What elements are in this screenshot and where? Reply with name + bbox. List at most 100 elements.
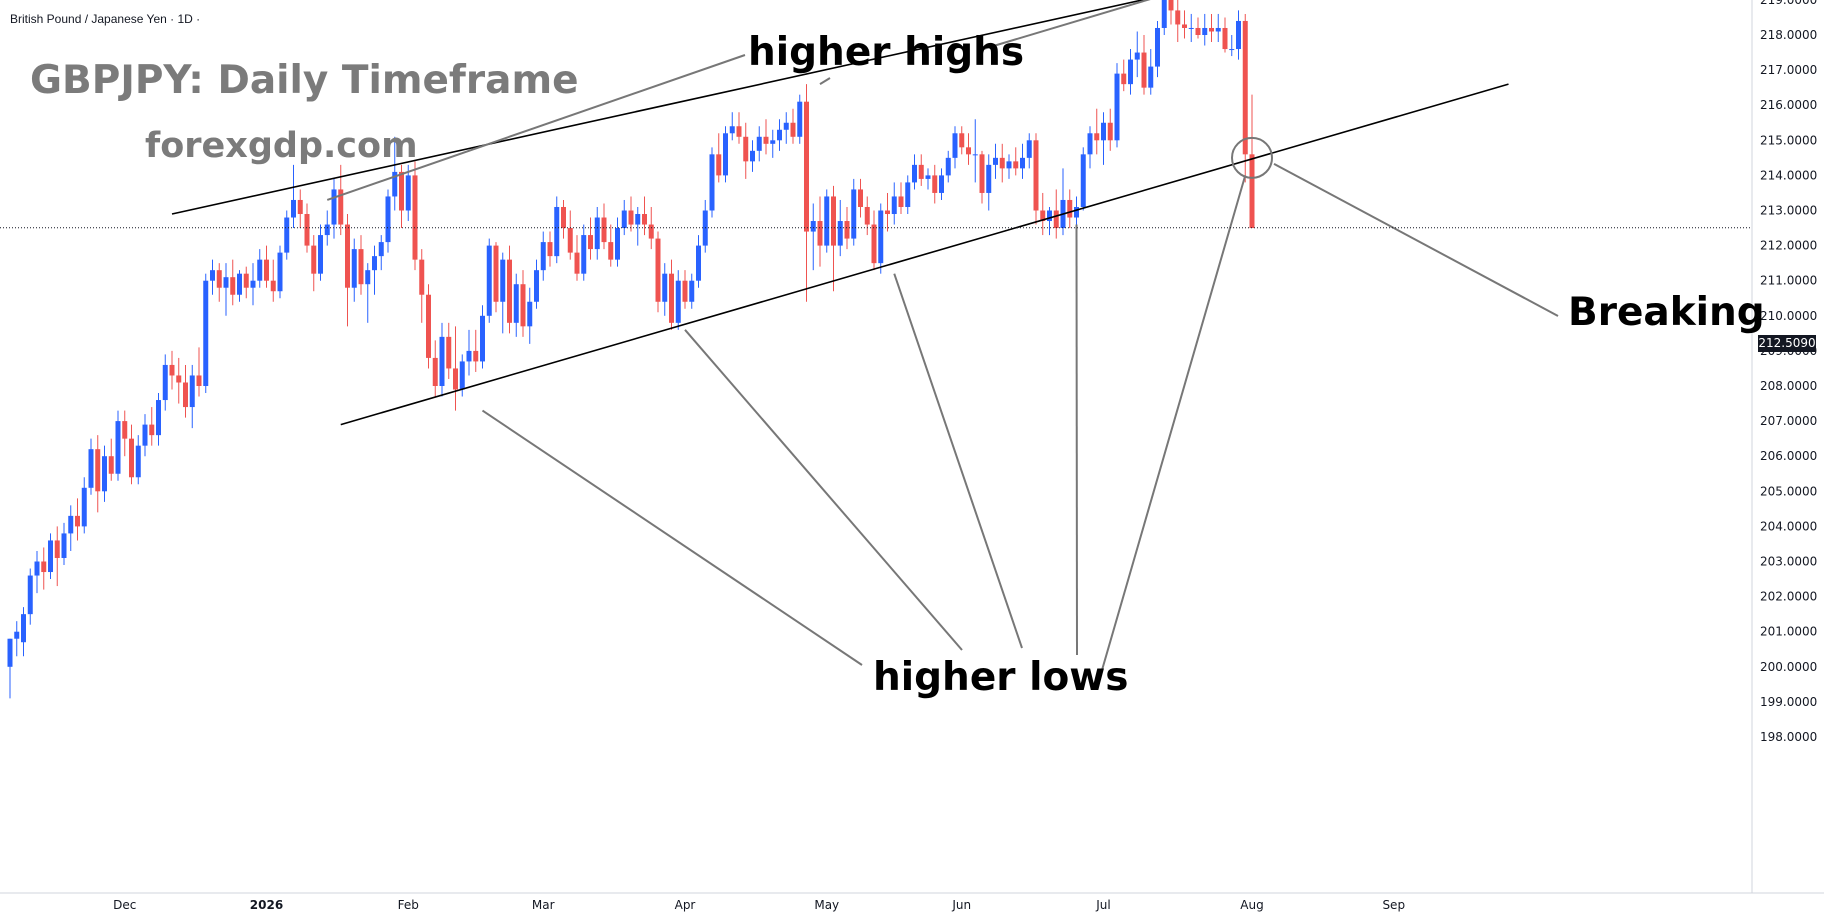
candle [547, 231, 553, 267]
candle [507, 245, 512, 334]
candles-layer [7, 0, 1255, 699]
candle-body [567, 228, 573, 253]
candle-body [999, 157, 1005, 169]
candle-body [500, 259, 506, 302]
candle-body [635, 214, 641, 225]
candle [729, 112, 735, 141]
candle [696, 235, 701, 288]
candle-body [318, 235, 323, 274]
candle-body [898, 196, 904, 207]
channel-layer [171, 0, 1509, 426]
candle [567, 210, 573, 260]
candle-body [959, 133, 965, 148]
candle-body [851, 189, 857, 239]
candle [48, 533, 53, 580]
candle [662, 263, 668, 316]
candle-body [21, 614, 26, 643]
candle-body [628, 210, 634, 225]
candle-body [682, 280, 688, 302]
candle-body [230, 277, 236, 295]
candle-body [1114, 73, 1120, 141]
candle [250, 263, 256, 306]
time-tick-label: Sep [1382, 898, 1405, 912]
candle-body [412, 175, 418, 260]
candle-body [88, 449, 94, 488]
candle-body [1134, 52, 1140, 60]
higher-low-connector [684, 329, 963, 651]
candle-body [270, 280, 276, 292]
candle-body [770, 140, 776, 144]
candle-body [324, 224, 330, 236]
candle-body [1168, 0, 1174, 11]
candle [756, 126, 762, 162]
candle [885, 192, 890, 232]
candle-body [1155, 27, 1160, 67]
price-tick-label: 213.0000 [1760, 204, 1817, 218]
candle-body [783, 122, 789, 130]
candle [1040, 192, 1046, 236]
candle-body [459, 361, 465, 390]
candle [689, 273, 695, 309]
candle [581, 224, 587, 281]
candle-body [210, 270, 215, 281]
candle [1107, 108, 1113, 151]
candle [399, 164, 404, 229]
candle-body [763, 136, 769, 144]
candle [1114, 63, 1120, 148]
candle-body [1040, 210, 1046, 222]
candle [176, 357, 182, 404]
candle-body [257, 259, 263, 281]
higher-high-connector [979, 0, 1151, 51]
higher-lows-label: higher lows [873, 655, 1129, 700]
candle [297, 189, 303, 229]
candle [642, 196, 647, 236]
candle [432, 340, 438, 397]
candle [480, 305, 485, 369]
candle [439, 322, 445, 397]
candle-body [817, 221, 823, 246]
candle-body [1107, 122, 1113, 141]
candle-body [1006, 161, 1012, 169]
candle-body [1182, 24, 1187, 28]
candle-body [115, 421, 121, 474]
candle-body [291, 199, 296, 218]
candle [777, 119, 782, 151]
candle [635, 206, 641, 246]
candle [675, 270, 681, 330]
candle-body [1087, 133, 1093, 155]
candle-body [986, 164, 992, 193]
candle [1033, 133, 1039, 225]
candle-body [473, 350, 479, 362]
candle [372, 245, 377, 295]
candle [513, 273, 519, 337]
price-tick-label: 204.0000 [1760, 519, 1817, 533]
candle-body [709, 154, 715, 211]
candle-body [1080, 154, 1086, 207]
candle [68, 505, 74, 551]
candle-body [237, 273, 242, 295]
candle-body [642, 214, 647, 225]
candle-body [419, 259, 425, 295]
candle-body [871, 224, 877, 264]
time-tick-label: Aug [1240, 898, 1263, 912]
candle [723, 126, 728, 183]
candle [412, 161, 418, 271]
candle-body [723, 133, 728, 176]
candle [520, 270, 526, 337]
price-tick-label: 208.0000 [1760, 379, 1817, 393]
candle [925, 168, 931, 190]
candle-body [601, 217, 607, 243]
candle [34, 550, 40, 594]
candle [1053, 189, 1059, 239]
candle-body [250, 280, 256, 288]
candle-body [189, 375, 195, 408]
candle [797, 94, 803, 144]
annotation-connectors [326, 0, 1559, 678]
candle [763, 119, 769, 155]
candle-body [912, 164, 917, 183]
candle-body [689, 280, 695, 302]
candle-body [446, 336, 452, 369]
candle-body [507, 259, 512, 323]
candle-body [34, 561, 40, 576]
